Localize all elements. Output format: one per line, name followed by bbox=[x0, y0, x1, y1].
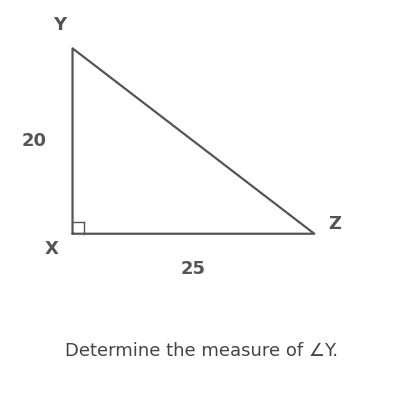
Text: Z: Z bbox=[328, 215, 341, 233]
Text: 25: 25 bbox=[181, 260, 206, 278]
Text: 20: 20 bbox=[21, 132, 46, 150]
Text: Determine the measure of ∠Y.: Determine the measure of ∠Y. bbox=[65, 342, 338, 359]
Text: X: X bbox=[45, 240, 58, 258]
Text: Y: Y bbox=[53, 16, 66, 34]
